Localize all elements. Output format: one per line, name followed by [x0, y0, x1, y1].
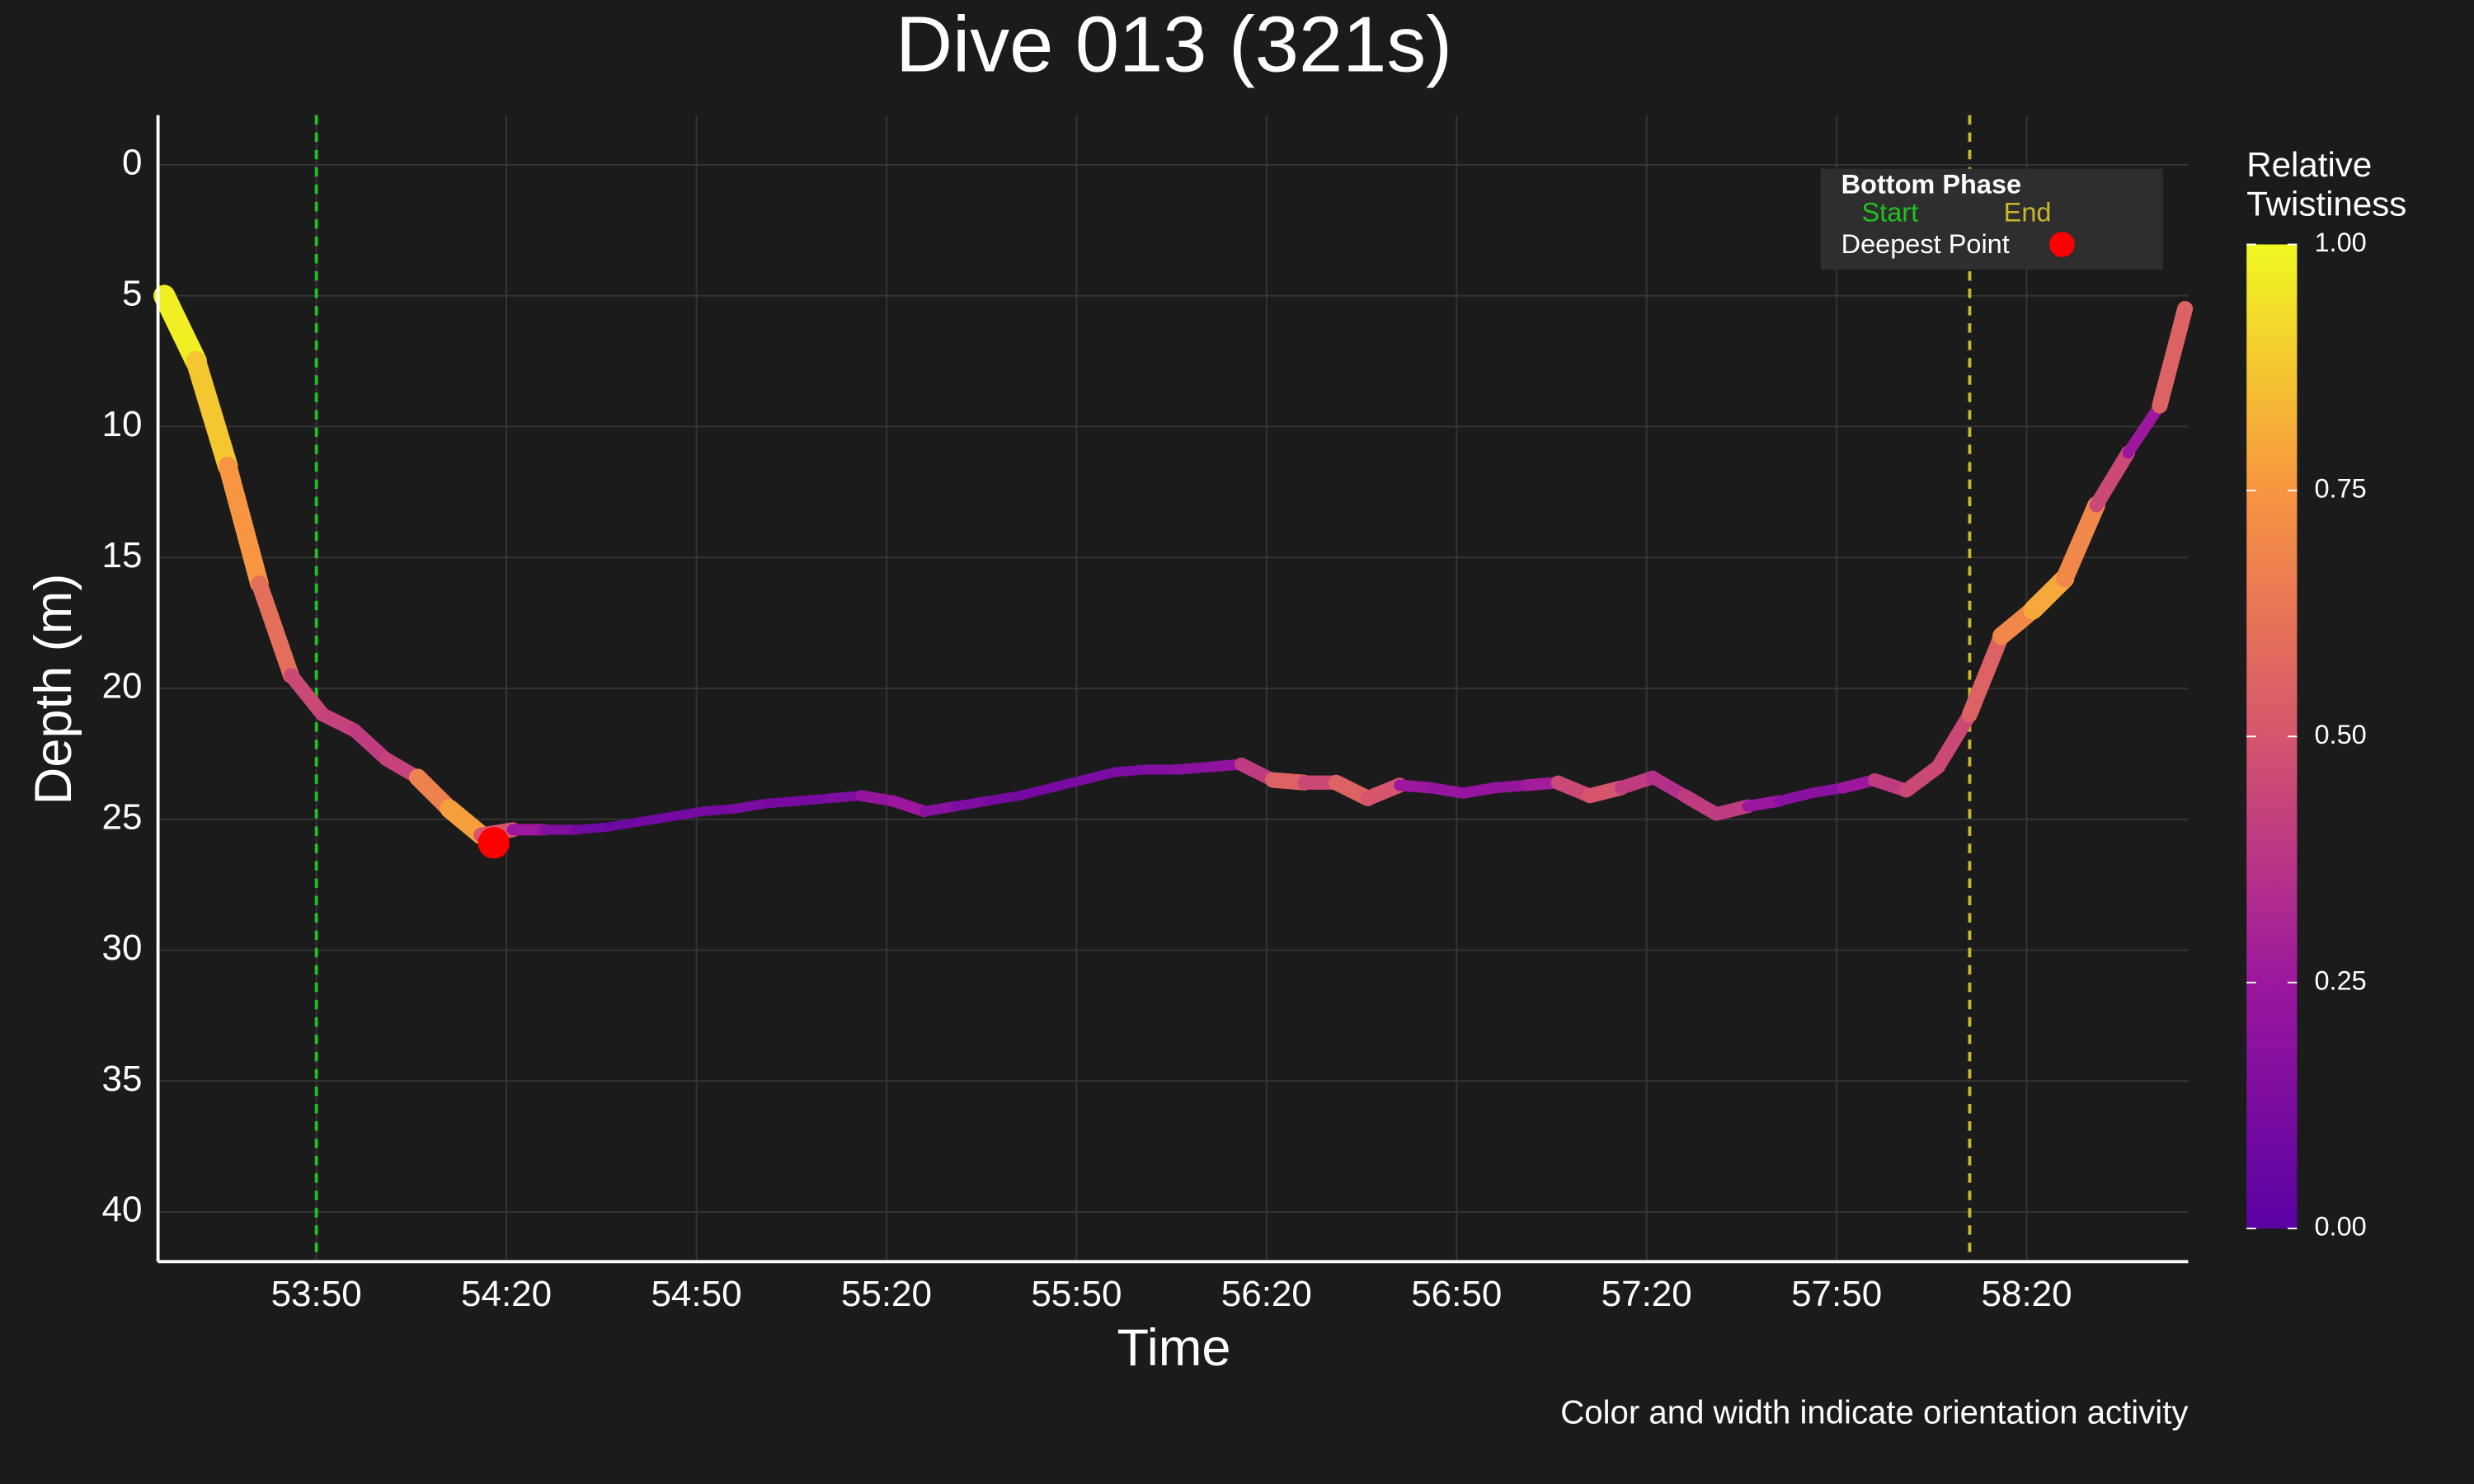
depth-segment: [347, 723, 393, 766]
y-tick-label: 0: [122, 143, 142, 183]
y-tick-label: 25: [102, 796, 143, 837]
legend-deepest: Deepest Point: [1841, 229, 2010, 259]
y-tick-label: 5: [122, 273, 142, 313]
legend-box: [1820, 168, 2163, 270]
colorbar-title: Relative: [2246, 145, 2372, 184]
y-tick-label: 30: [102, 928, 143, 968]
depth-segment: [666, 806, 708, 822]
y-tick-label: 40: [102, 1190, 143, 1230]
depth-segment: [571, 822, 613, 834]
colorbar-tick-label: 0.00: [2314, 1212, 2366, 1242]
x-tick-label: 55:20: [841, 1274, 932, 1314]
depth-segment: [887, 795, 930, 818]
x-tick-label: 57:20: [1602, 1274, 1692, 1314]
depth-segment: [2122, 400, 2166, 459]
x-tick-label: 53:50: [271, 1274, 362, 1314]
legend-end: End: [2004, 198, 2052, 228]
y-tick-label: 20: [102, 666, 143, 707]
depth-segment: [1774, 787, 1817, 806]
caption: Color and width indicate orientation act…: [1560, 1393, 2188, 1430]
colorbar-tick-label: 0.50: [2314, 720, 2366, 749]
depth-segment: [1046, 775, 1088, 793]
x-tick-label: 56:50: [1411, 1274, 1502, 1314]
x-tick-label: 54:20: [461, 1274, 552, 1314]
depth-segment: [1014, 782, 1056, 801]
depth-segment: [698, 804, 740, 816]
colorbar-title: Twistiness: [2246, 185, 2406, 223]
x-tick-label: 55:50: [1031, 1274, 1122, 1314]
y-tick-label: 15: [102, 535, 143, 575]
legend-title: Bottom Phase: [1841, 169, 2022, 199]
colorbar-tick-label: 0.25: [2314, 965, 2366, 995]
depth-segment: [1742, 795, 1785, 812]
y-axis-label: Depth (m): [25, 574, 82, 805]
depth-segment: [761, 796, 803, 809]
y-tick-label: 10: [102, 404, 143, 444]
x-tick-label: 56:20: [1221, 1274, 1312, 1314]
depth-segment: [186, 350, 238, 477]
depth-segment: [1109, 764, 1151, 777]
chart-title: Dive 013 (321s): [896, 0, 1452, 88]
depth-segment: [284, 668, 330, 722]
depth-segment: [218, 456, 269, 594]
legend-marker: [2049, 232, 2075, 257]
colorbar-tick-label: 1.00: [2314, 228, 2366, 257]
depth-segment: [951, 796, 993, 811]
depth-segment: [919, 801, 962, 817]
x-axis-label: Time: [1117, 1319, 1231, 1377]
depth-segment: [634, 811, 676, 827]
depth-segment: [603, 817, 644, 832]
grid: [158, 115, 2189, 1262]
depth-segment: [1931, 707, 1978, 774]
depth-segment: [729, 798, 771, 814]
depth-segment: [793, 793, 835, 806]
x-tick-label: 58:20: [1982, 1274, 2072, 1314]
colorbar-tick-label: 0.75: [2314, 473, 2366, 503]
depth-segment: [1078, 767, 1120, 785]
legend-start: Start: [1861, 198, 1918, 228]
y-tick-label: 35: [102, 1059, 143, 1099]
depth-segment: [2055, 495, 2105, 588]
x-tick-label: 57:50: [1791, 1274, 1882, 1314]
depth-segment: [1961, 627, 2010, 723]
deepest-point: [477, 827, 510, 859]
depth-segment: [2089, 445, 2136, 513]
depth-segment: [2152, 301, 2194, 414]
depth-segment: [251, 575, 299, 684]
plot-area: [153, 115, 2194, 1262]
depth-segment: [153, 284, 207, 373]
x-tick-label: 54:50: [651, 1274, 741, 1314]
depth-segment: [983, 791, 1024, 806]
